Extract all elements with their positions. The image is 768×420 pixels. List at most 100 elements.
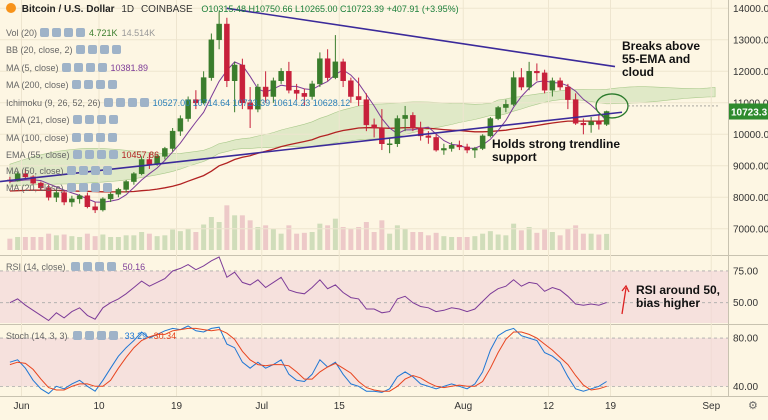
volume-bar (270, 228, 276, 250)
eye-icon[interactable] (71, 80, 81, 89)
more-icon[interactable] (111, 45, 121, 54)
close-icon[interactable] (64, 28, 74, 37)
eye-icon[interactable] (66, 166, 76, 175)
indicator-legend-row[interactable]: Vol (20) 4.721K 14.514K (6, 28, 155, 38)
more-icon[interactable] (109, 331, 119, 340)
close-icon[interactable] (95, 262, 105, 271)
more-icon[interactable] (97, 63, 107, 72)
eye-icon[interactable] (71, 133, 81, 142)
eye-icon[interactable] (40, 28, 50, 37)
stoch-d-line (9, 327, 607, 392)
rsi-legend[interactable]: RSI (14, close) 50.16 (6, 262, 145, 272)
rsi-tick-label: 75.00 (733, 266, 758, 277)
price-tick-label: 7000.00 (733, 224, 768, 235)
rsi-band (0, 270, 728, 323)
settings-icon[interactable] (84, 150, 94, 159)
indicator-legend-row[interactable]: MA (5, close) 10381.89 (6, 63, 148, 73)
eye-icon[interactable] (66, 183, 76, 192)
settings-icon[interactable] (83, 80, 93, 89)
more-icon[interactable] (107, 262, 117, 271)
more-icon[interactable] (76, 28, 86, 37)
settings-icon[interactable] (85, 331, 95, 340)
volume-bar (294, 233, 300, 250)
eye-icon[interactable] (75, 45, 85, 54)
volume-bar (7, 238, 13, 250)
stoch-k-value: 33.29 (124, 331, 148, 341)
more-icon[interactable] (108, 115, 118, 124)
close-icon[interactable] (96, 115, 106, 124)
last-price-tag (729, 103, 768, 120)
volume-bar (433, 232, 439, 250)
candle-body (169, 130, 176, 149)
volume-bar (580, 233, 586, 250)
indicator-legend-row[interactable]: EMA (55, close) 10457.86 (6, 150, 159, 160)
candle-body (526, 71, 532, 88)
time-tick-label: 15 (334, 401, 346, 412)
volume-bar (263, 225, 269, 250)
settings-icon[interactable] (87, 45, 97, 54)
eye-icon[interactable] (72, 115, 82, 124)
eye-icon[interactable] (72, 150, 82, 159)
close-icon[interactable] (96, 150, 106, 159)
indicator-legend-row[interactable]: BB (20, close, 2) (6, 45, 125, 55)
eye-icon[interactable] (73, 331, 83, 340)
stoch-legend[interactable]: Stoch (14, 3, 3) 33.29 30.34 (6, 331, 176, 341)
settings-icon[interactable] (83, 262, 93, 271)
price-tick-label: 8000.00 (733, 193, 768, 204)
volume-bar (518, 230, 524, 250)
settings-icon[interactable] (78, 183, 88, 192)
close-icon[interactable] (85, 63, 95, 72)
more-icon[interactable] (139, 98, 149, 107)
volume-bar (604, 233, 610, 250)
more-icon[interactable] (107, 133, 117, 142)
indicator-legend-row[interactable]: EMA (21, close) (6, 115, 122, 125)
candle-body (425, 135, 432, 138)
more-icon[interactable] (102, 183, 112, 192)
candle-body (309, 83, 315, 97)
candle-body (208, 39, 215, 78)
close-icon[interactable] (97, 331, 107, 340)
volume-bar (22, 237, 28, 250)
settings-icon[interactable] (115, 98, 125, 107)
more-icon[interactable] (108, 150, 118, 159)
settings-icon[interactable] (78, 166, 88, 175)
last-price-label: 10723.3 (731, 108, 768, 119)
indicator-legend-row[interactable]: MA (100, close) (6, 133, 121, 143)
eye-icon[interactable] (61, 63, 71, 72)
settings-icon[interactable] (84, 115, 94, 124)
candle-body (332, 61, 339, 78)
close-icon[interactable] (95, 80, 105, 89)
indicator-legend-row[interactable]: MA (50, close) (6, 166, 116, 176)
close-icon[interactable] (127, 98, 137, 107)
indicator-label: EMA (21, close) (6, 115, 70, 125)
volume-bar (356, 227, 362, 250)
close-icon[interactable] (90, 183, 100, 192)
volume-bar (224, 205, 230, 250)
symbol-name[interactable]: Bitcoin / U.S. Dollar (21, 4, 115, 15)
upper-trendline[interactable] (226, 7, 616, 68)
time-tick-label: Jul (255, 401, 268, 412)
volume-bar (146, 233, 152, 250)
indicator-legend-row[interactable]: MA (200, close) (6, 80, 121, 90)
gear-icon[interactable]: ⚙ (748, 400, 758, 412)
indicator-legend-row[interactable]: Ichimoku (9, 26, 52, 26) 10527.00 10714.6… (6, 98, 350, 108)
more-icon[interactable] (102, 166, 112, 175)
settings-icon[interactable] (52, 28, 62, 37)
indicator-label: BB (20, close, 2) (6, 45, 73, 55)
volume-bar (503, 235, 509, 250)
close-icon[interactable] (99, 45, 109, 54)
volume-bar (193, 232, 199, 250)
time-tick-label: 19 (171, 401, 183, 412)
close-icon[interactable] (95, 133, 105, 142)
eye-icon[interactable] (103, 98, 113, 107)
eye-icon[interactable] (71, 262, 81, 271)
close-icon[interactable] (90, 166, 100, 175)
candle-body (185, 99, 191, 119)
settings-icon[interactable] (73, 63, 83, 72)
more-icon[interactable] (107, 80, 117, 89)
volume-bar (495, 234, 501, 250)
settings-icon[interactable] (83, 133, 93, 142)
interval[interactable]: 1D (121, 4, 135, 15)
indicator-legend-row[interactable]: MA (20, close) (6, 183, 116, 193)
volume-bar (170, 229, 176, 250)
